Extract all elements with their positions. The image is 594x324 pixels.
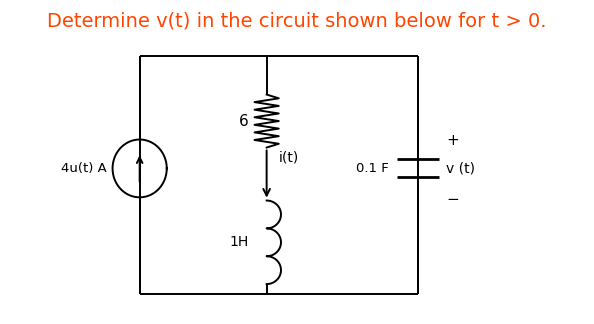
Text: v (t): v (t) (446, 161, 475, 175)
Text: −: − (446, 192, 459, 207)
Text: Determine v(t) in the circuit shown below for t > 0.: Determine v(t) in the circuit shown belo… (48, 11, 546, 30)
Text: 4u(t) A: 4u(t) A (61, 162, 107, 175)
Text: 6: 6 (239, 113, 249, 129)
Text: +: + (446, 133, 459, 148)
Text: i(t): i(t) (279, 151, 299, 165)
Text: 1H: 1H (230, 235, 249, 249)
Text: 0.1 F: 0.1 F (356, 162, 389, 175)
